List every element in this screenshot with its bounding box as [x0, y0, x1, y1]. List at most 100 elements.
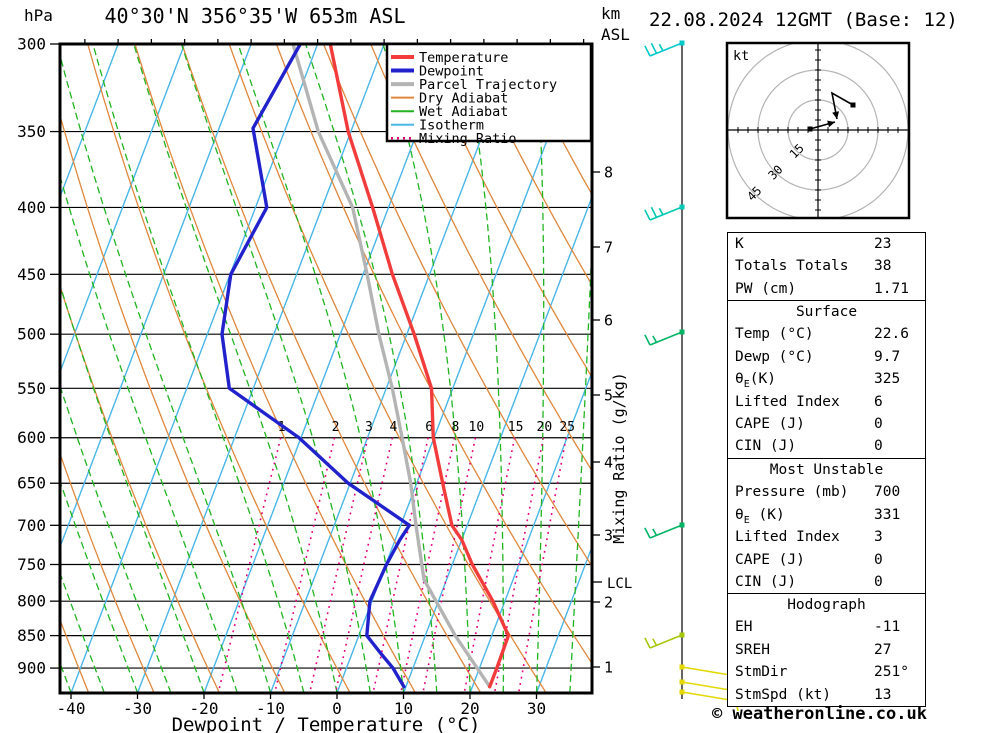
km-tick-label: 8 — [604, 164, 613, 182]
stats-section-header: Hodograph — [787, 597, 866, 613]
stats-section-header: Surface — [795, 304, 858, 320]
stats-section-header: Most Unstable — [769, 462, 884, 478]
legend-label: Isotherm — [419, 118, 484, 134]
pressure-tick-label: 700 — [17, 516, 46, 535]
legend-label: Dry Adiabat — [419, 90, 508, 106]
stat-label: CIN (J) — [735, 573, 797, 590]
stat-label: EH — [735, 619, 753, 636]
stat-row: Lifted Index 3 — [728, 526, 925, 548]
isotherm-line — [402, 194, 592, 693]
stat-label: Lifted Index — [735, 393, 840, 410]
stats-box-indices: K 23 Totals Totals 38 PW (cm) 1.71 — [727, 232, 926, 301]
stat-row: CAPE (J) 0 — [728, 413, 925, 435]
stats-box-hodograph: Hodograph EH -11 SREH 27 StmDir 251° StmSpd (kt… — [727, 593, 926, 707]
altitude-axis-unit: km ASL — [601, 3, 630, 45]
km-scale: 8 7 6 5 4 3 2 1 LCL — [592, 164, 632, 677]
wet-adiabat-line — [304, 44, 438, 693]
x-tick-labels: -40 -30 -20 -10 0 10 20 30 — [57, 699, 547, 718]
altitude-unit-km: km — [601, 4, 621, 23]
isotherm-line — [535, 544, 592, 693]
stats-box-surface: Surface Temp (°C) 22.6 Dewp (°C) 9.7 θE(K) 325… — [727, 300, 926, 459]
km-tick-label: 3 — [604, 527, 613, 545]
wind-barb-feather — [644, 637, 651, 649]
run-datetime: 22.08.2024 12GMT (Base: 12) — [649, 9, 958, 31]
altitude-unit-asl: ASL — [601, 25, 630, 44]
wind-barb — [644, 632, 685, 649]
wind-barb-feather — [658, 43, 664, 52]
dry-adiabat-line — [464, 44, 592, 287]
stat-value: -11 — [874, 619, 901, 636]
wind-barb-feather — [644, 209, 651, 221]
km-tick-label: 1 — [604, 659, 613, 677]
pressure-tick-label: 550 — [17, 379, 46, 398]
stat-row: Totals Totals 38 — [728, 255, 925, 277]
wind-barb-feather — [644, 527, 651, 539]
hodograph-trace-dot — [850, 102, 856, 108]
hodograph-arrowhead — [832, 111, 840, 119]
km-tick-label: 6 — [604, 312, 613, 330]
wet-adiabat-line — [60, 174, 238, 693]
stat-label: CAPE (J) — [735, 415, 805, 432]
stat-label: θE(K) — [735, 371, 776, 391]
stat-label: Dewp (°C) — [735, 348, 814, 365]
isotherm-line — [60, 44, 119, 199]
stat-label: K — [735, 236, 744, 252]
pressure-tick-label: 650 — [17, 474, 46, 493]
mixing-ratio-line — [372, 437, 429, 693]
stat-value: 23 — [874, 236, 892, 252]
hodograph-ring-label: 15 — [787, 141, 807, 161]
dry-adiabat-line — [181, 44, 482, 693]
stat-row: StmSpd (kt) 13 — [728, 684, 925, 706]
dry-adiabat-line — [275, 44, 592, 665]
pressure-tick-label: 800 — [17, 592, 46, 611]
stat-label: StmDir — [735, 664, 788, 681]
legend-box — [385, 42, 593, 143]
stat-label: CIN (J) — [735, 438, 797, 455]
stat-label: StmSpd (kt) — [735, 686, 832, 703]
stat-row: PW (cm) 1.71 — [728, 278, 925, 300]
hodograph-arrowhead — [827, 120, 835, 128]
temperature-curve — [328, 44, 511, 689]
hodograph-border — [725, 41, 911, 220]
stat-value: 0 — [874, 551, 883, 568]
wet-adiabat-line — [237, 44, 405, 693]
wind-barb — [644, 40, 685, 57]
wind-barb — [644, 204, 685, 221]
wind-barb-stem — [649, 206, 683, 221]
mixing-ratio-label: 15 — [508, 420, 524, 435]
pressure-tick-label: 850 — [17, 626, 46, 645]
stats-box-most-unstable: Most Unstable Pressure (mb) 700 θE (K) 331 Li… — [727, 458, 926, 594]
pressure-tick-label: 400 — [17, 198, 46, 217]
mixing-ratio-line — [217, 437, 282, 693]
dry-adiabat-line — [134, 44, 416, 693]
stat-row: CAPE (J) 0 — [728, 549, 925, 571]
wind-barb-feather — [652, 335, 658, 343]
hodograph-trace-dot — [807, 126, 813, 132]
wet-adiabat-line — [92, 44, 305, 693]
mixing-ratio-line — [334, 437, 394, 693]
pressure-tick-label: 350 — [17, 122, 46, 141]
stat-value: 22.6 — [874, 326, 909, 343]
pressure-axis-unit: hPa — [24, 6, 53, 25]
mixing-ratio-label: 6 — [425, 420, 433, 435]
stat-value: 27 — [874, 641, 892, 658]
pressure-tick-label: 300 — [17, 35, 46, 54]
dry-adiabat-line — [60, 283, 220, 693]
wind-barb-feather — [650, 206, 658, 218]
wet-adiabat-line — [569, 227, 592, 693]
pressure-tick-label: 750 — [17, 555, 46, 574]
mixing-ratio-label: 2 — [332, 420, 340, 435]
wind-barb-feather — [644, 45, 651, 57]
km-tick-label: 2 — [604, 594, 613, 612]
stat-row: Lifted Index 6 — [728, 391, 925, 413]
hodograph-ring-label: 30 — [766, 162, 786, 182]
mixing-ratio-line — [274, 437, 336, 693]
stat-label: SREH — [735, 641, 770, 658]
stat-label: Pressure (mb) — [735, 484, 849, 501]
mixing-ratio-label: 3 — [365, 420, 373, 435]
x-tick-label: 30 — [527, 699, 546, 718]
stat-row: K 23 — [728, 233, 925, 255]
